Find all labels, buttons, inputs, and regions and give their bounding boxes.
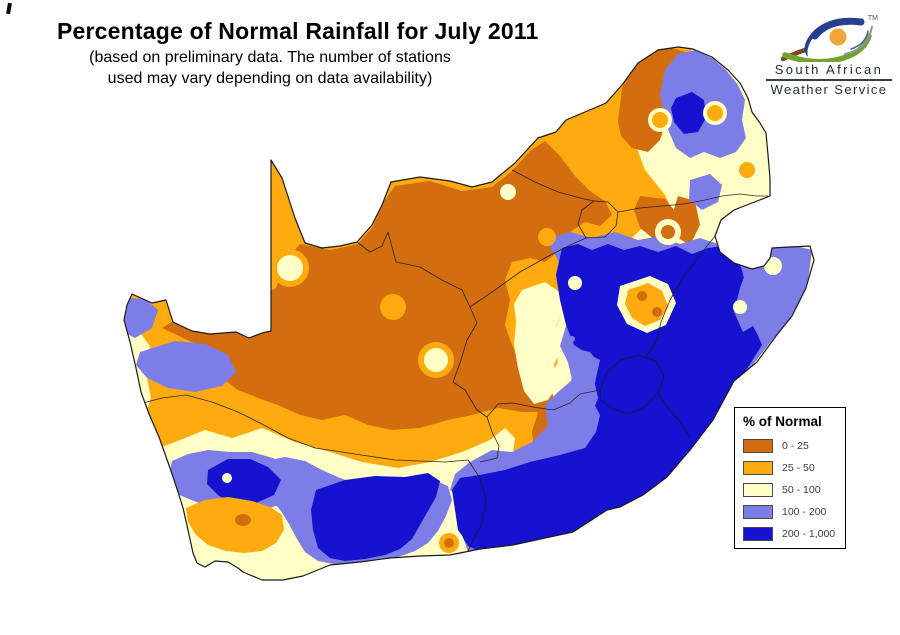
rainfall-contours bbox=[124, 47, 814, 580]
logo-name-line2: Weather Service bbox=[770, 82, 888, 97]
lesotho-boundary bbox=[599, 354, 665, 415]
subtitle-line1: (based on preliminary data. The number o… bbox=[89, 49, 451, 66]
page-title: Percentage of Normal Rainfall for July 2… bbox=[57, 18, 539, 44]
province-boundaries bbox=[138, 169, 768, 557]
legend-label: 0 - 25 bbox=[782, 439, 809, 452]
subtitle: (based on preliminary data. The number o… bbox=[44, 47, 496, 89]
south-africa-outline bbox=[123, 46, 815, 581]
legend-label: 200 - 1,000 bbox=[782, 527, 836, 540]
legend-row: 100 - 200 bbox=[743, 504, 837, 519]
saws-swoosh-icon bbox=[780, 17, 873, 62]
legend-title: % of Normal bbox=[743, 414, 822, 429]
legend-swatch-100-200 bbox=[743, 504, 773, 519]
legend-row: 200 - 1,000 bbox=[743, 526, 837, 541]
logo-name-line1: South African bbox=[766, 62, 892, 81]
legend-label: 25 - 50 bbox=[782, 461, 815, 474]
legend-row: 0 - 25 bbox=[743, 438, 837, 453]
saws-logo: TM South African Weather Service bbox=[766, 10, 892, 97]
legend-box: % of Normal 0 - 25 25 - 50 50 - 100 100 … bbox=[734, 407, 846, 549]
legend-swatch-0-25 bbox=[743, 438, 773, 453]
legend-swatch-25-50 bbox=[743, 460, 773, 475]
legend-label: 100 - 200 bbox=[782, 505, 827, 518]
trademark-symbol: TM bbox=[867, 15, 878, 22]
legend-row: 50 - 100 bbox=[743, 482, 837, 497]
legend-label: 50 - 100 bbox=[782, 483, 821, 496]
legend-swatch-200-1000 bbox=[743, 526, 773, 541]
legend-row: 25 - 50 bbox=[743, 460, 837, 475]
subtitle-line2: used may vary depending on data availabi… bbox=[107, 70, 433, 87]
legend-swatch-50-100 bbox=[743, 482, 773, 497]
